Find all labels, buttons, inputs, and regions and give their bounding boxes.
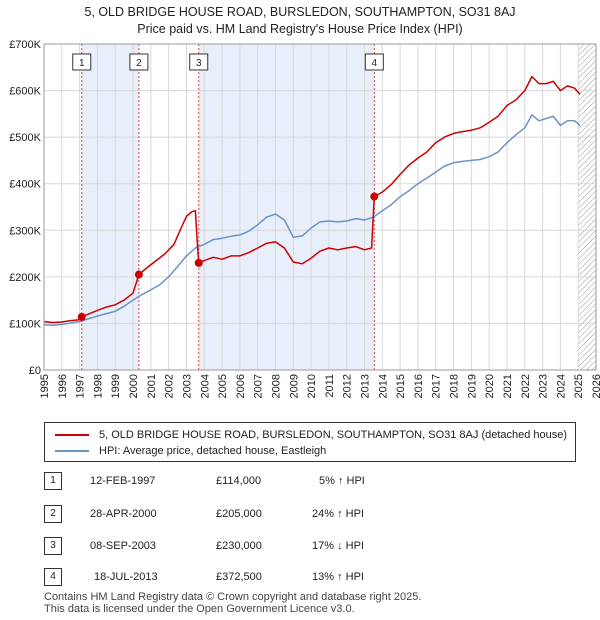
legend-label-hpi: HPI: Average price, detached house, East…	[99, 445, 327, 457]
x-tick-label: 1995	[39, 374, 51, 398]
x-tick-label: 2023	[538, 374, 550, 398]
x-tick-label: 2013	[360, 374, 372, 398]
x-tick-label: 2024	[555, 374, 567, 398]
x-tick-label: 2003	[181, 374, 193, 398]
legend-label-price: 5, OLD BRIDGE HOUSE ROAD, BURSLEDON, SOU…	[99, 429, 568, 441]
x-tick-label: 1996	[57, 374, 69, 398]
x-tick-label: 2026	[591, 374, 600, 398]
y-tick-label: £0	[29, 365, 41, 377]
x-tick-label: 2018	[449, 374, 461, 398]
x-tick-label: 2006	[235, 374, 247, 398]
x-tick-label: 2022	[520, 374, 532, 398]
x-tick-label: 1999	[110, 374, 122, 398]
sale-number: 4	[44, 568, 62, 586]
footer-copyright: Contains HM Land Registry data © Crown c…	[44, 591, 422, 603]
sale-row: 3 08-SEP-2003 £230,000 17% ↓ HPI	[44, 537, 584, 557]
y-tick-label: £500K	[9, 132, 41, 144]
x-tick-label: 2014	[377, 374, 389, 398]
y-tick-label: £600K	[9, 86, 41, 98]
sale-number: 3	[44, 537, 62, 555]
sale-date: 18-JUL-2013	[94, 571, 158, 583]
sale-date: 08-SEP-2003	[90, 540, 157, 552]
x-tick-label: 2002	[164, 374, 176, 398]
legend-item-price: 5, OLD BRIDGE HOUSE ROAD, BURSLEDON, SOU…	[55, 427, 567, 443]
legend-item-hpi: HPI: Average price, detached house, East…	[55, 443, 326, 459]
x-tick-label: 2017	[431, 374, 443, 398]
x-tick-label: 2005	[217, 374, 229, 398]
ownership-shade	[81, 44, 139, 370]
y-tick-label: £400K	[9, 179, 41, 191]
price-paid-line	[44, 75, 581, 324]
price-chart: £0 £100K £200K £300K £400K £500K £600K £700K 19…	[9, 39, 600, 398]
legend-swatch-price	[55, 434, 89, 436]
x-tick-label: 2025	[573, 374, 585, 398]
sale-label-number: 3	[196, 58, 202, 69]
x-tick-label: 2004	[199, 374, 211, 398]
x-tick-label: 2010	[306, 374, 318, 398]
x-tick-label: 2020	[484, 374, 496, 398]
forecast-hatch	[578, 44, 596, 370]
x-tick-label: 2016	[413, 374, 425, 398]
sale-number: 1	[44, 472, 62, 490]
chart-title: 5, OLD BRIDGE HOUSE ROAD, BURSLEDON, SOU…	[0, 4, 600, 38]
sale-row: 4 18-JUL-2013 £372,500 13% ↑ HPI	[44, 568, 584, 588]
sale-hpi: 24% ↑ HPI	[312, 508, 364, 520]
sale-hpi: 17% ↓ HPI	[312, 540, 364, 552]
ownership-shade	[198, 44, 375, 370]
legend-swatch-hpi	[55, 450, 89, 452]
x-tick-label: 2011	[324, 374, 336, 398]
x-tick-label: 2009	[288, 374, 300, 398]
sale-label-number: 2	[136, 58, 142, 69]
sale-label-box	[72, 53, 92, 71]
sale-date: 28-APR-2000	[90, 508, 157, 520]
title-line-1: 5, OLD BRIDGE HOUSE ROAD, BURSLEDON, SOU…	[84, 5, 516, 19]
x-tick-label: 2001	[146, 374, 158, 398]
sale-price: £372,500	[216, 571, 262, 583]
sale-price: £205,000	[216, 508, 262, 520]
sale-label-number: 1	[79, 58, 85, 69]
legend: 5, OLD BRIDGE HOUSE ROAD, BURSLEDON, SOU…	[44, 422, 576, 462]
x-tick-label: 2008	[270, 374, 282, 398]
footer-licence: This data is licensed under the Open Gov…	[44, 603, 355, 615]
sale-label-box	[129, 53, 149, 71]
plot-frame	[43, 43, 597, 371]
y-tick-label: £700K	[9, 39, 41, 51]
sale-price: £230,000	[216, 540, 262, 552]
hpi-line	[44, 114, 581, 327]
x-tick-label: 2019	[466, 374, 478, 398]
sale-label-box	[189, 53, 209, 71]
title-line-2: Price paid vs. HM Land Registry's House …	[137, 22, 463, 36]
x-tick-label: 2015	[395, 374, 407, 398]
sale-point	[194, 258, 203, 267]
sale-hpi: 5% ↑ HPI	[319, 475, 365, 487]
x-tick-label: 1997	[75, 374, 87, 398]
footer: Contains HM Land Registry data © Crown c…	[44, 591, 421, 615]
x-tick-label: 1998	[92, 374, 104, 398]
x-tick-label: 2012	[342, 374, 354, 398]
sale-row: 2 28-APR-2000 £205,000 24% ↑ HPI	[44, 505, 584, 525]
sale-hpi: 13% ↑ HPI	[312, 571, 364, 583]
sale-label-box	[364, 53, 384, 71]
sale-price: £114,000	[216, 475, 262, 487]
x-tick-label: 2000	[128, 374, 140, 398]
x-tick-label: 2007	[253, 374, 265, 398]
x-tick-label: 2021	[502, 374, 514, 398]
y-tick-label: £200K	[9, 272, 41, 284]
y-tick-label: £100K	[9, 318, 41, 330]
sale-label-number: 4	[372, 58, 378, 69]
sale-number: 2	[44, 505, 62, 523]
sale-date: 12-FEB-1997	[90, 475, 156, 487]
sale-point	[134, 270, 143, 279]
sale-point	[370, 192, 379, 201]
sale-point	[77, 312, 86, 321]
y-tick-label: £300K	[9, 225, 41, 237]
sale-row: 1 12-FEB-1997 £114,000 5% ↑ HPI	[44, 472, 584, 492]
